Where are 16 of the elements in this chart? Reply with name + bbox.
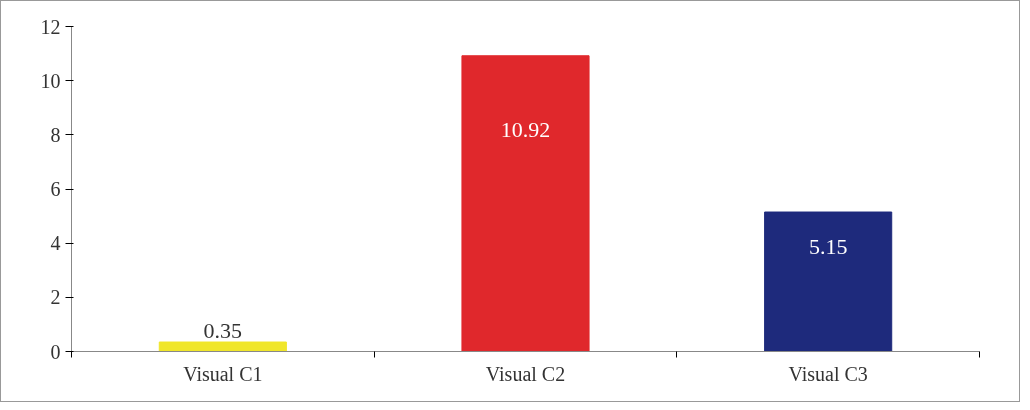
y-tick-label: 2 (50, 286, 61, 309)
x-tick-label: Visual C2 (485, 362, 566, 385)
y-tick-label: 4 (50, 232, 61, 255)
y-tick-label: 10 (40, 69, 61, 92)
data-label: 5.15 (808, 233, 848, 259)
data-label: 10.92 (500, 116, 551, 142)
x-tick-label: Visual C3 (788, 362, 868, 385)
y-tick-label: 12 (40, 15, 61, 38)
bar (764, 211, 893, 352)
bar (461, 55, 590, 352)
y-tick-label: 0 (50, 340, 61, 363)
x-tick-label: Visual C1 (183, 362, 263, 385)
bar (158, 341, 287, 352)
data-label: 0.35 (203, 318, 243, 344)
y-tick-label: 6 (50, 178, 61, 200)
y-tick-label: 8 (50, 123, 61, 146)
